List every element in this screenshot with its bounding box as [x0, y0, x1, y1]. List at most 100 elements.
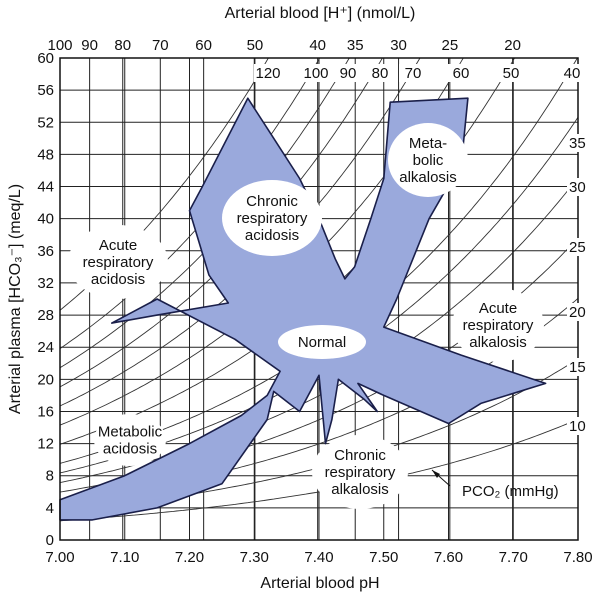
isobar-label-bg: [399, 64, 427, 82]
x-tick-label: 7.50: [369, 549, 398, 566]
isobar-label: 50: [503, 65, 520, 82]
y-tick-label: 48: [37, 146, 54, 163]
region-label-bubbles: NormalChronicrespiratoryacidosisMeta-bol…: [68, 123, 544, 509]
region-label-line: respiratory: [237, 210, 308, 227]
isobar-label: 90: [340, 65, 357, 82]
region-label-bubble: [452, 288, 544, 362]
y-tick-label: 40: [37, 211, 54, 228]
isobar-label: 120: [255, 65, 280, 82]
y-tick-label: 56: [37, 82, 54, 99]
region-label-bubble: [94, 414, 166, 466]
x-tick-label: 7.60: [434, 549, 463, 566]
isobar-label-bg: [497, 64, 525, 82]
region-label-line: respiratory: [463, 317, 534, 334]
isobar-label-bg: [567, 238, 591, 256]
isobar-label: 35: [569, 135, 586, 152]
plot-frame: [59, 57, 579, 541]
region-label-line: bolic: [413, 152, 444, 169]
region-label-line: acidosis: [245, 227, 299, 244]
region-label-line: alkalosis: [331, 481, 389, 498]
y-axis-title: Arterial plasma [HCO₃⁻] (meq/L): [7, 184, 24, 414]
isobar-line: [60, 58, 321, 349]
top-axis-title: Arterial blood [H⁺] (nmol/L): [225, 5, 416, 22]
region-label-line: acidosis: [91, 271, 145, 288]
isobar-label-bg: [366, 64, 394, 82]
acid-base-region-band: [59, 97, 547, 521]
region-label-line: Chronic: [334, 447, 386, 464]
y-tick-label: 8: [46, 468, 54, 485]
region-label-Normal: Normal: [278, 325, 366, 359]
top-tick-label: 20: [504, 37, 521, 54]
x-tick-label: 7.20: [175, 549, 204, 566]
isobar-label: 40: [564, 65, 581, 82]
isobar-label-bg: [254, 64, 282, 82]
isobar-label-bg: [558, 64, 586, 82]
region-label-bubble: [68, 225, 168, 299]
y-tick-label: 4: [46, 500, 54, 517]
y-tick-label: 36: [37, 243, 54, 260]
isobar-label-bg: [567, 417, 591, 435]
y-tick-label: 16: [37, 403, 54, 420]
top-tick-label: 80: [114, 37, 131, 54]
y-tick-label: 32: [37, 275, 54, 292]
isobar-labels: 120 100 90 80 70 60 50 40 35 30 25 20 15 10: [254, 64, 591, 435]
pco2-pointer-head: [432, 470, 440, 478]
region-label-line: alkalosis: [399, 169, 457, 186]
y-tick-label: 0: [46, 532, 54, 549]
region-label-bubble: [312, 435, 408, 509]
isobar-label-bg: [334, 64, 362, 82]
top-tick-label: 35: [347, 37, 364, 54]
isobar-label: 100: [303, 65, 328, 82]
region-label-line: respiratory: [83, 254, 154, 271]
y-tick-label: 20: [37, 371, 54, 388]
y-tick-label: 28: [37, 307, 54, 324]
top-tick-label: 100: [47, 37, 72, 54]
isobar-label-bg: [567, 134, 591, 152]
isobar-label: 80: [372, 65, 389, 82]
isobar-label: 60: [453, 65, 470, 82]
x-tick-label: 7.80: [563, 549, 592, 566]
region-label-bubble: [278, 325, 366, 359]
isobar-label: 30: [569, 179, 586, 196]
region-label-line: Chronic: [246, 193, 298, 210]
top-tick-label: 70: [152, 37, 169, 54]
isobar-label: 70: [405, 65, 422, 82]
top-tick-label: 90: [81, 37, 98, 54]
isobar-label: 20: [569, 304, 586, 321]
y-tick-label: 24: [37, 339, 54, 356]
isobar-label: 15: [569, 359, 586, 376]
top-tick-label: 25: [441, 37, 458, 54]
region-label-line: alkalosis: [469, 334, 527, 351]
x-tick-label: 7.00: [45, 549, 74, 566]
isobar-line: [60, 418, 578, 522]
x-tick-label: 7.10: [110, 549, 139, 566]
y-tick-label: 52: [37, 114, 54, 131]
isobar-label-bg: [302, 64, 330, 82]
isobar-label: 25: [569, 239, 586, 256]
isobar-label: 10: [569, 418, 586, 435]
top-tick-label: 30: [390, 37, 407, 54]
region-label-bubble: [222, 180, 322, 256]
region-label-line: Acute: [99, 237, 137, 254]
isobar-label-bg: [447, 64, 475, 82]
region-label-line: respiratory: [325, 464, 396, 481]
x-tick-label: 7.70: [499, 549, 528, 566]
isobar-label-bg: [567, 178, 591, 196]
y-tick-label: 12: [37, 436, 54, 453]
pco2-unit-label: PCO₂ (mmHg): [462, 483, 559, 500]
top-tick-label: 60: [195, 37, 212, 54]
isobar-label-bg: [567, 303, 591, 321]
x-tick-label: 7.40: [304, 549, 333, 566]
region-label-line: acidosis: [103, 441, 157, 458]
region-label-line: Metabolic: [98, 424, 163, 441]
region-label-line: Acute: [479, 300, 517, 317]
top-tick-label: 40: [309, 37, 326, 54]
